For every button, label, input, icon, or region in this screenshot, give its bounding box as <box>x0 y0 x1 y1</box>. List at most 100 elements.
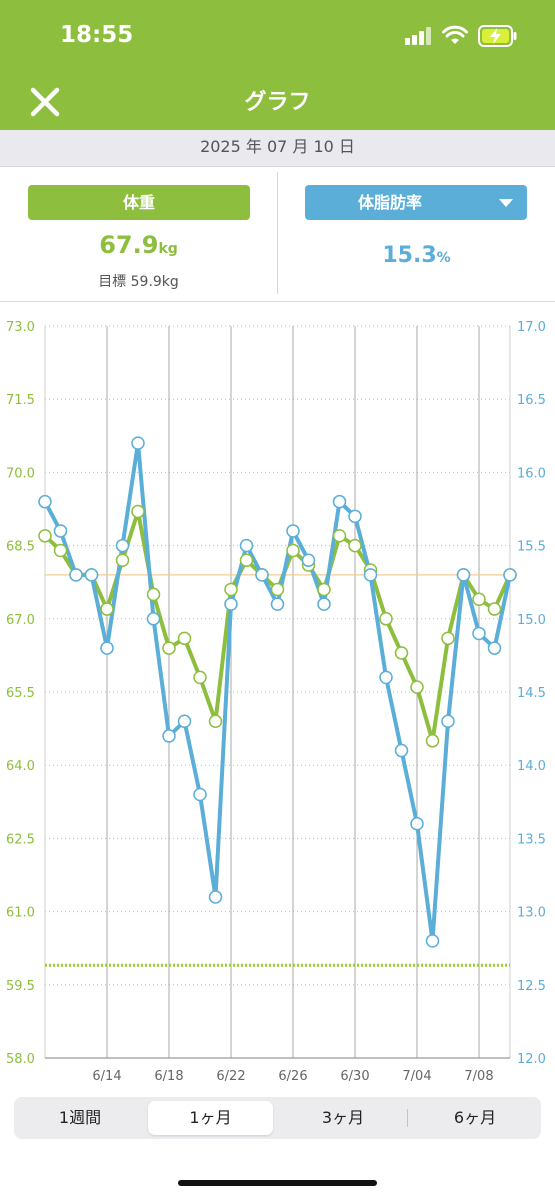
y-left-tick-label: 68.5 <box>6 540 35 555</box>
nav-bar: グラフ <box>0 78 555 130</box>
page-title: グラフ <box>244 90 311 115</box>
y-left-tick-label: 58.0 <box>6 1052 35 1067</box>
y-left-tick-label: 73.0 <box>6 320 35 335</box>
segment-separator <box>407 1109 408 1127</box>
weight-goal: 目標 59.9kg <box>98 274 179 290</box>
body-fat-data-point <box>69 568 83 582</box>
body-fat-data-point <box>224 597 238 611</box>
period-tab-3-months[interactable]: 3ヶ月 <box>321 1108 365 1127</box>
body-fat-data-point <box>348 509 362 524</box>
panel-divider <box>277 172 278 294</box>
weight-data-point <box>177 631 192 646</box>
chevron-down-icon <box>499 199 513 207</box>
x-tick-label: 6/14 <box>92 1069 121 1084</box>
wifi-icon <box>442 25 468 44</box>
weight-data-point <box>162 641 176 655</box>
body-fat-dropdown[interactable]: 体脂肪率 <box>305 185 527 220</box>
body-fat-data-point <box>115 538 130 553</box>
date-label: 2025 年 07 月 10 日 <box>0 130 555 167</box>
body-fat-data-point <box>503 568 517 582</box>
body-fat-data-point <box>270 597 285 611</box>
x-tick-label: 6/18 <box>154 1069 183 1084</box>
body-fat-value: 15.3% <box>278 243 555 268</box>
body-fat-data-point <box>363 568 378 582</box>
body-fat-label: 体脂肪率 <box>357 193 422 212</box>
weight-data-point <box>208 714 223 729</box>
y-right-tick-label: 14.5 <box>517 686 546 701</box>
body-fat-data-point <box>332 494 347 509</box>
close-icon[interactable] <box>27 84 63 120</box>
body-fat-panel: 体脂肪率 15.3% <box>278 167 555 301</box>
y-left-tick-label: 59.5 <box>6 979 35 994</box>
weight-data-point <box>193 670 207 685</box>
weight-data-point <box>410 680 424 694</box>
body-fat-data-point <box>425 934 440 948</box>
weight-data-point <box>332 529 347 543</box>
body-fat-data-point <box>193 787 207 802</box>
weight-data-point <box>348 538 362 553</box>
weight-data-point <box>53 543 68 558</box>
body-fat-data-point <box>317 597 331 611</box>
status-time: 18:55 <box>60 22 134 48</box>
x-tick-label: 6/26 <box>278 1069 307 1084</box>
body-fat-data-point <box>100 641 114 655</box>
body-fat-data-point <box>410 817 424 831</box>
x-tick-label: 7/04 <box>402 1069 431 1084</box>
y-left-tick-label: 61.0 <box>6 906 35 921</box>
weight-data-point <box>270 582 285 597</box>
y-right-tick-label: 15.5 <box>517 540 546 555</box>
body-fat-data-point <box>162 729 176 743</box>
body-fat-data-point <box>456 568 471 582</box>
weight-data-point <box>487 602 502 616</box>
y-left-tick-label: 67.0 <box>6 613 35 628</box>
weight-panel: 体重 67.9kg 目標 59.9kg <box>0 167 277 301</box>
weight-data-point <box>425 734 440 748</box>
y-right-tick-label: 16.5 <box>517 393 546 408</box>
weight-data-point <box>379 612 393 626</box>
status-bar: 18:55 <box>0 0 555 78</box>
body-fat-data-point <box>379 670 393 685</box>
battery-charging-icon <box>478 25 517 47</box>
cellular-signal-icon <box>405 27 431 45</box>
y-right-tick-label: 15.0 <box>517 613 546 628</box>
y-right-tick-label: 17.0 <box>517 320 546 335</box>
weight-data-point <box>100 602 114 616</box>
weight-data-point <box>441 631 455 646</box>
y-left-tick-label: 70.0 <box>6 466 35 481</box>
weight-data-point <box>146 587 161 602</box>
weight-bodyfat-chart[interactable]: 73.0 17.0 71.5 16.5 70.0 16.0 68.5 15.5 67.0 15.0… <box>0 302 555 1092</box>
weight-data-point <box>131 504 145 519</box>
body-fat-data-point <box>38 494 52 509</box>
weight-data-point <box>239 553 254 567</box>
body-fat-data-point <box>394 743 409 758</box>
weight-data-point <box>38 529 52 543</box>
weight-data-point <box>115 553 130 567</box>
body-fat-data-point <box>472 626 486 641</box>
x-tick-label: 6/30 <box>340 1069 369 1084</box>
body-fat-data-point <box>487 641 502 655</box>
period-segmented-control: 1週間 1ヶ月 3ヶ月 6ヶ月 <box>14 1097 541 1139</box>
weight-button[interactable]: 体重 <box>28 185 250 220</box>
y-right-tick-label: 12.5 <box>517 979 546 994</box>
weight-data-point <box>286 543 300 558</box>
y-left-tick-label: 64.0 <box>6 759 35 774</box>
weight-value: 67.9kg <box>0 231 277 259</box>
body-fat-data-point <box>131 436 145 450</box>
y-right-tick-label: 12.0 <box>517 1052 546 1067</box>
weight-number: 67.9 <box>99 231 159 259</box>
weight-data-point <box>317 582 331 597</box>
period-tab-1-week[interactable]: 1週間 <box>58 1108 102 1127</box>
weight-data-point <box>394 646 409 660</box>
y-right-tick-label: 16.0 <box>517 466 546 481</box>
body-fat-data-point <box>84 568 99 582</box>
y-left-tick-label: 65.5 <box>6 686 35 701</box>
body-fat-number: 15.3 <box>382 243 437 268</box>
body-fat-data-point <box>208 890 223 904</box>
period-tab-6-months[interactable]: 6ヶ月 <box>453 1108 497 1127</box>
body-fat-data-point <box>286 524 300 538</box>
y-left-tick-label: 71.5 <box>6 393 35 408</box>
body-fat-data-point <box>177 714 192 729</box>
period-tab-1-month[interactable]: 1ヶ月 <box>148 1101 273 1135</box>
y-right-tick-label: 13.0 <box>517 906 546 921</box>
home-indicator <box>178 1180 377 1186</box>
